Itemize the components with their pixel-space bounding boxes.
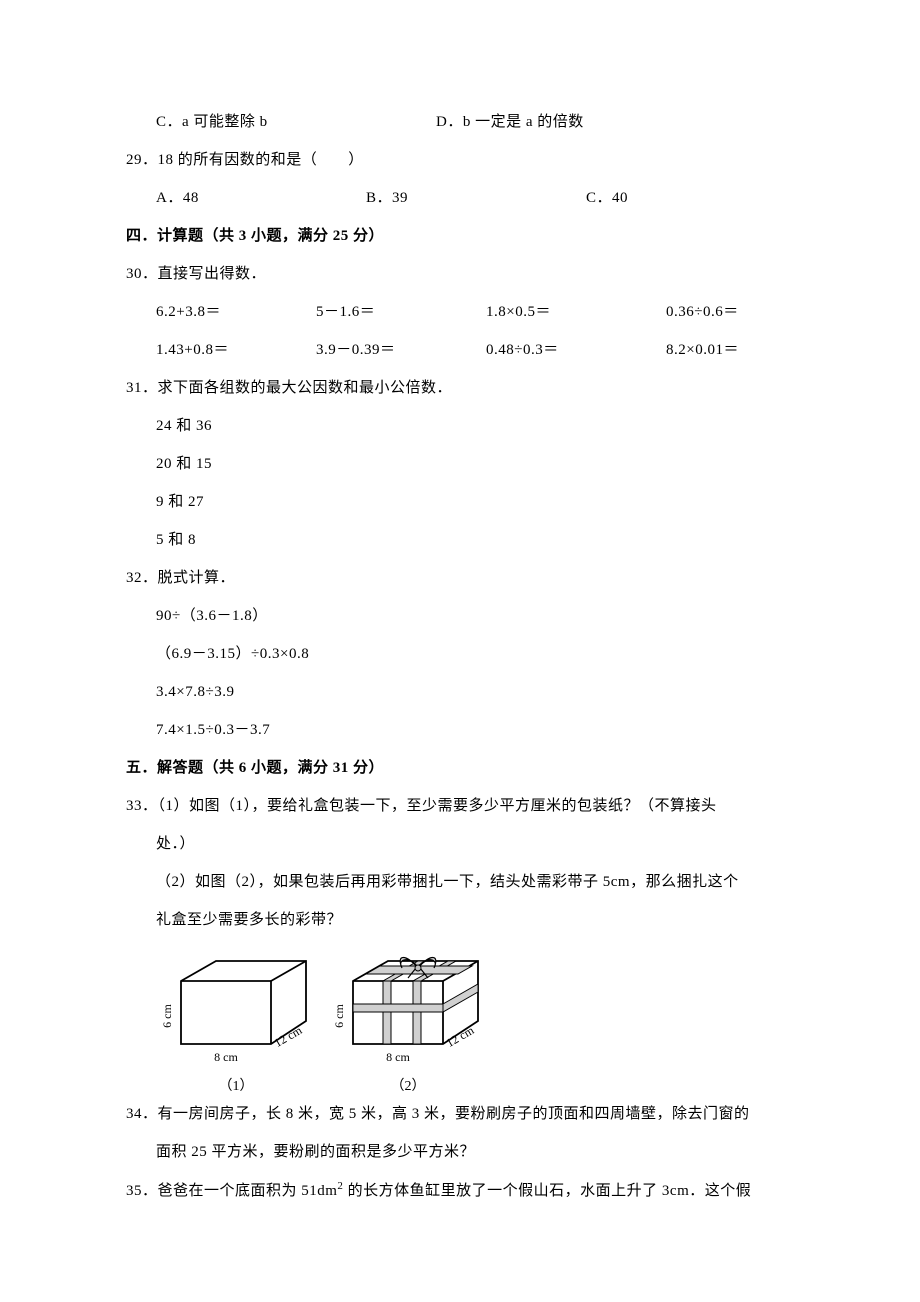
figure-1-box: 6 cm 8 cm 12 cm: [156, 946, 316, 1076]
fig1-height-label: 6 cm: [160, 1004, 174, 1028]
figure-2-caption: （2）: [328, 1076, 488, 1098]
q33-line2b: 礼盒至少需要多长的彩带？: [126, 908, 794, 932]
q30-row2: 1.43+0.8＝ 3.9－0.39＝ 0.48÷0.3＝ 8.2×0.01＝: [126, 338, 794, 362]
q32-item-1: （6.9－3.15）÷0.3×0.8: [126, 642, 794, 666]
q29-options: A．48 B．39 C．40: [126, 186, 794, 210]
figure-2-box: 6 cm 8 cm 12 cm: [328, 946, 488, 1076]
q28-option-c: C．a 可能整除 b: [156, 110, 436, 134]
q28-options-cd: C．a 可能整除 b D．b 一定是 a 的倍数: [126, 110, 794, 134]
box-figure-2: 6 cm 8 cm 12 cm: [328, 946, 488, 1076]
q33-line2: （2）如图（2），如果包装后再用彩带捆扎一下，结头处需彩带子 5cm，那么捆扎这…: [126, 870, 794, 894]
figure-1-caption: （1）: [156, 1076, 316, 1098]
q30-r2c4: 8.2×0.01＝: [666, 338, 794, 362]
figure-2-container: 6 cm 8 cm 12 cm （2）: [328, 946, 488, 1098]
q32-item-0: 90÷（3.6－1.8）: [126, 604, 794, 628]
q29-option-b: B．39: [366, 186, 586, 210]
q32-item-2: 3.4×7.8÷3.9: [126, 680, 794, 704]
q31-item-2: 9 和 27: [126, 490, 794, 514]
q30-row1: 6.2+3.8＝ 5－1.6＝ 1.8×0.5＝ 0.36÷0.6＝: [126, 300, 794, 324]
figure-1-container: 6 cm 8 cm 12 cm （1）: [156, 946, 316, 1098]
q35-line1: 35．爸爸在一个底面积为 51dm2 的长方体鱼缸里放了一个假山石，水面上升了 …: [126, 1178, 794, 1203]
q30-r2c3: 0.48÷0.3＝: [486, 338, 666, 362]
q30-r1c4: 0.36÷0.6＝: [666, 300, 794, 324]
q29-text: 29．18 的所有因数的和是（ ）: [126, 148, 794, 172]
section-5-heading: 五．解答题（共 6 小题，满分 31 分）: [126, 756, 794, 780]
q28-option-d: D．b 一定是 a 的倍数: [436, 110, 794, 134]
fig2-width-label: 8 cm: [386, 1050, 410, 1064]
q34-line2: 面积 25 平方米，要粉刷的面积是多少平方米？: [126, 1140, 794, 1164]
q30-r1c2: 5－1.6＝: [316, 300, 486, 324]
q31-item-1: 20 和 15: [126, 452, 794, 476]
fig1-width-label: 8 cm: [214, 1050, 238, 1064]
q35-line1a: 35．爸爸在一个底面积为 51dm: [126, 1183, 337, 1199]
q35-line1b: 的长方体鱼缸里放了一个假山石，水面上升了 3cm．这个假: [343, 1183, 751, 1199]
q30-r2c2: 3.9－0.39＝: [316, 338, 486, 362]
q31-item-3: 5 和 8: [126, 528, 794, 552]
q33-figures: 6 cm 8 cm 12 cm （1）: [126, 946, 794, 1098]
q32-item-3: 7.4×1.5÷0.3－3.7: [126, 718, 794, 742]
q33-line1b: 处．）: [126, 832, 794, 856]
q34-line1: 34．有一房间房子，长 8 米，宽 5 米，高 3 米，要粉刷房子的顶面和四周墙…: [126, 1102, 794, 1126]
q30-r1c1: 6.2+3.8＝: [156, 300, 316, 324]
section-4-heading: 四．计算题（共 3 小题，满分 25 分）: [126, 224, 794, 248]
q31-text: 31．求下面各组数的最大公因数和最小公倍数．: [126, 376, 794, 400]
q30-text: 30．直接写出得数．: [126, 262, 794, 286]
fig2-height-label: 6 cm: [332, 1004, 346, 1028]
box-figure-1: 6 cm 8 cm 12 cm: [156, 946, 316, 1076]
q30-r2c1: 1.43+0.8＝: [156, 338, 316, 362]
q31-item-0: 24 和 36: [126, 414, 794, 438]
q29-option-a: A．48: [156, 186, 366, 210]
q33-line1: 33．（1）如图（1），要给礼盒包装一下，至少需要多少平方厘米的包装纸？（不算接…: [126, 794, 794, 818]
q32-text: 32．脱式计算．: [126, 566, 794, 590]
q29-option-c: C．40: [586, 186, 794, 210]
q30-r1c3: 1.8×0.5＝: [486, 300, 666, 324]
